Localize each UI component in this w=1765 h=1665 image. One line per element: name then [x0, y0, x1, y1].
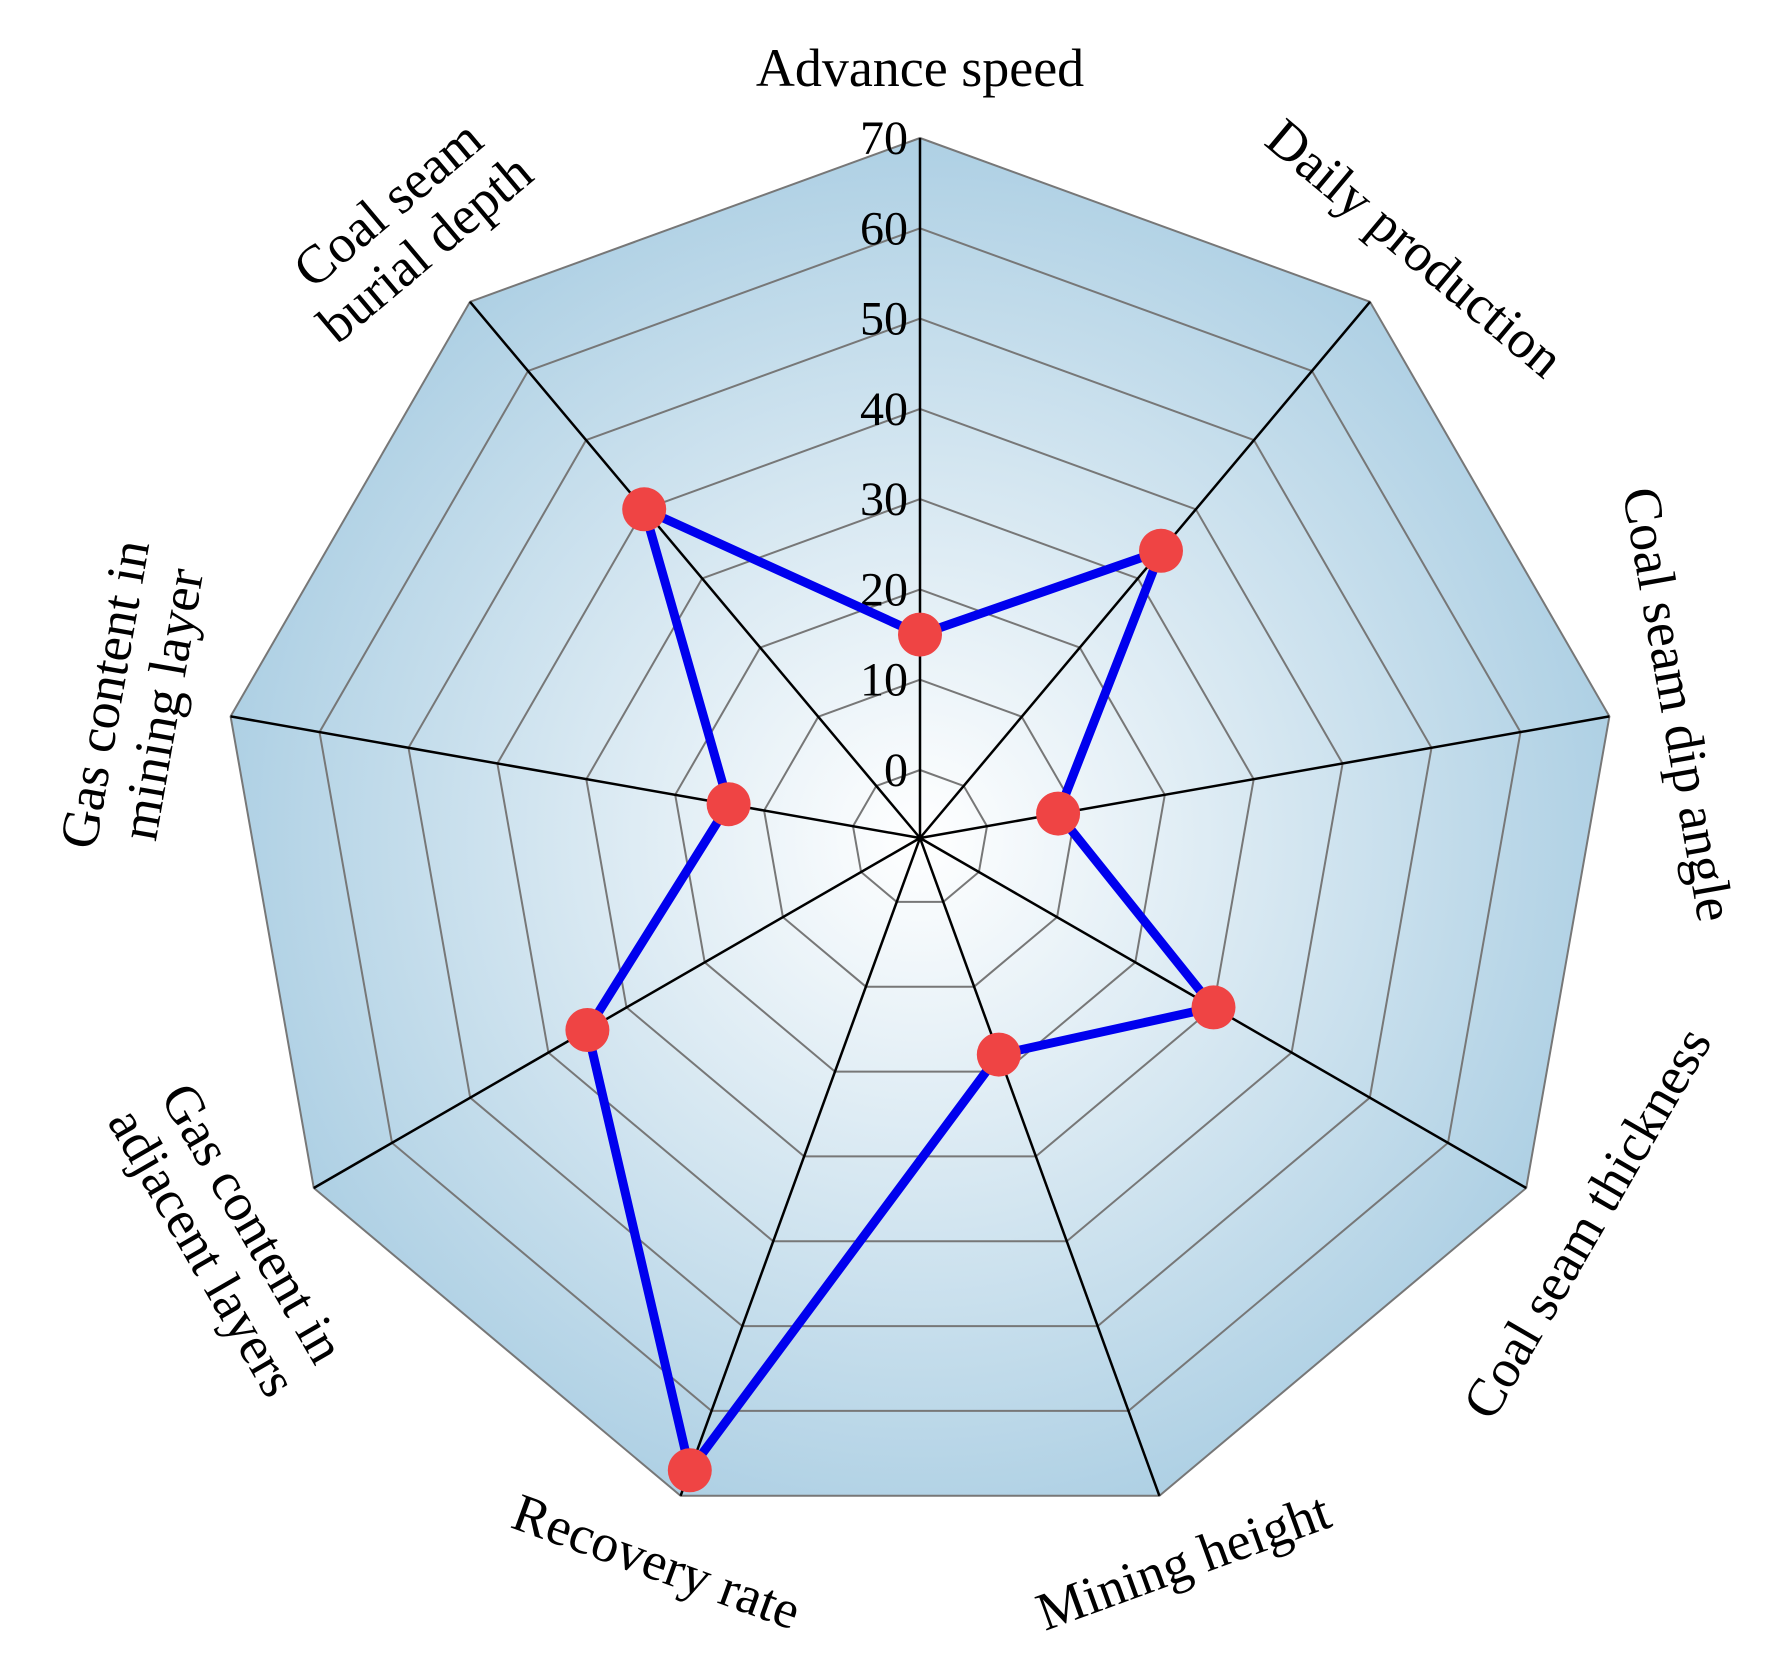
- tick-label-50: 50: [860, 293, 908, 346]
- grid-ring-50: [407, 317, 1433, 1328]
- data-point-1: [898, 612, 942, 657]
- axis-label-line: Recovery rate: [505, 1482, 809, 1641]
- data-point-8: [706, 782, 751, 827]
- data-series: [565, 487, 1236, 1493]
- axis-label-line: Coal seam dip angle: [1611, 483, 1746, 926]
- data-point-6: [667, 1448, 712, 1493]
- axis-label-5: Mining height: [1029, 1481, 1338, 1643]
- spoke-3: [919, 715, 1610, 840]
- axis-label-line: Advance speed: [756, 38, 1084, 98]
- data-point-4: [1191, 985, 1236, 1030]
- data-point-7: [565, 1008, 610, 1052]
- axis-label-1: Advance speed: [756, 38, 1084, 98]
- grid-ring-40: [496, 407, 1344, 1243]
- spoke-2: [919, 300, 1371, 839]
- axis-label-line: Mining height: [1029, 1481, 1338, 1643]
- spoke-7: [313, 836, 921, 1190]
- grid-ring-20: [674, 588, 1166, 1073]
- data-point-2: [1139, 528, 1183, 573]
- spoke-6: [679, 837, 922, 1497]
- tick-label-60: 60: [860, 202, 908, 255]
- data-point-9: [622, 487, 667, 532]
- grid-ring-60: [318, 227, 1522, 1412]
- axis-label-3: Coal seam dip angle: [1611, 483, 1746, 926]
- axis-label-6: Recovery rate: [505, 1482, 809, 1641]
- series-line: [582, 504, 1218, 1475]
- spoke-8: [230, 715, 921, 840]
- tick-label-0: 0: [884, 744, 908, 797]
- grid-ring-0: [851, 768, 989, 903]
- data-point-3: [1036, 791, 1081, 836]
- tick-label-10: 10: [860, 654, 908, 707]
- spoke-9: [469, 300, 921, 839]
- tick-label-30: 30: [860, 473, 908, 526]
- data-point-5: [976, 1032, 1021, 1077]
- grid-ring-70: [229, 136, 1611, 1497]
- grid-ring-10: [763, 678, 1077, 988]
- tick-label-70: 70: [860, 112, 908, 165]
- tick-label-40: 40: [860, 383, 908, 436]
- spoke-5: [918, 837, 1161, 1497]
- radar-spokes: [230, 138, 1610, 1497]
